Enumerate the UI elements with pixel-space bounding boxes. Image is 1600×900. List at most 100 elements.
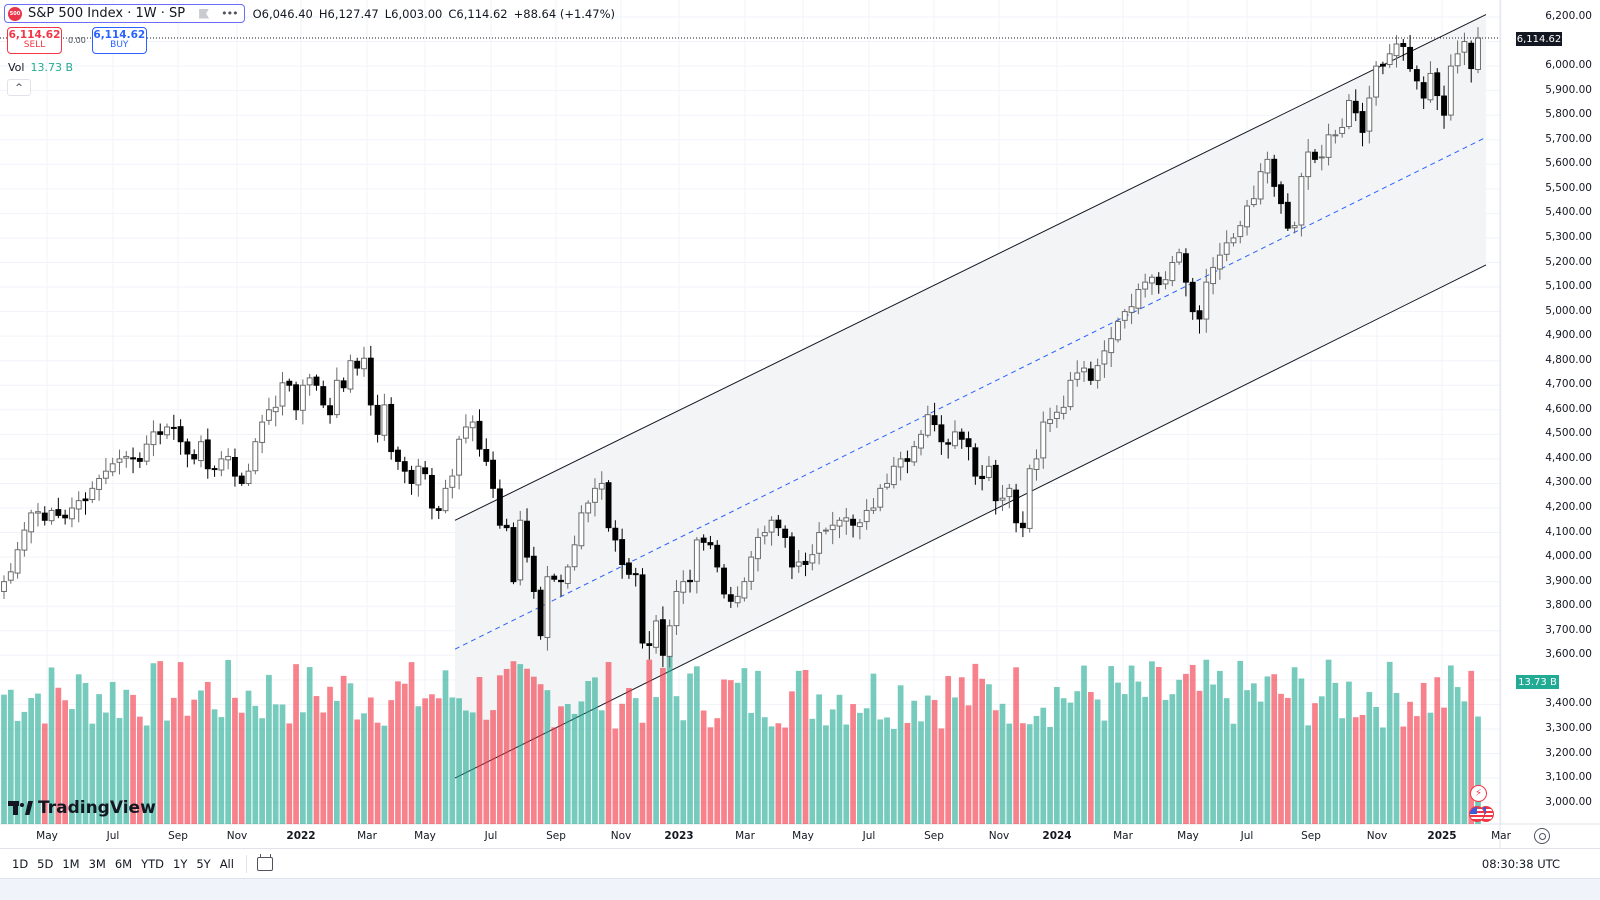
spread-value: 0.00 bbox=[68, 36, 86, 45]
settings-icon[interactable] bbox=[1534, 828, 1550, 844]
price-axis-label: 5,700.00 bbox=[1545, 132, 1592, 145]
volume-bars bbox=[1, 627, 1481, 824]
time-axis-label: Mar bbox=[735, 830, 755, 842]
price-axis-label: 4,400.00 bbox=[1545, 451, 1592, 464]
price-axis-label: 3,900.00 bbox=[1545, 574, 1592, 587]
price-axis-label: 3,300.00 bbox=[1545, 721, 1592, 734]
open-label: O bbox=[252, 6, 262, 21]
sell-price: 6,114.62 bbox=[8, 29, 61, 42]
close-value: C6,114.62 bbox=[448, 7, 507, 21]
price-axis-label: 5,100.00 bbox=[1545, 280, 1592, 293]
time-axis-label: Jul bbox=[106, 830, 120, 842]
low-value: L6,003.00 bbox=[385, 7, 443, 21]
time-axis-label: May bbox=[1177, 830, 1199, 842]
symbol-legend: 500 S&P 500 Index · 1W · SP ••• O6,046.4… bbox=[4, 4, 615, 23]
volume-label: Vol bbox=[8, 61, 25, 74]
time-axis[interactable]: May Jul Sep Nov 2022 Mar May Jul Sep Nov 2023 Mar Ma… bbox=[0, 826, 1600, 846]
range-button-1m[interactable]: 1M bbox=[62, 856, 80, 871]
time-axis-label: 2023 bbox=[664, 830, 694, 842]
current-price-tag: 6,114.62 bbox=[1516, 32, 1562, 46]
tradingview-mark-icon bbox=[8, 801, 34, 815]
go-to-date-icon[interactable] bbox=[256, 853, 273, 871]
close-label: C bbox=[448, 6, 457, 21]
sp500-logo-icon: 500 bbox=[8, 6, 22, 21]
range-button-1d[interactable]: 1D bbox=[12, 856, 29, 871]
price-axis-label: 6,200.00 bbox=[1545, 10, 1592, 22]
time-axis-label: Mar bbox=[357, 830, 377, 842]
time-axis-label: May bbox=[414, 830, 436, 842]
range-button-all[interactable]: All bbox=[219, 856, 234, 871]
collapse-legend-button[interactable]: ^ bbox=[7, 79, 31, 96]
time-axis-label: Sep bbox=[546, 830, 566, 842]
time-axis-label: Sep bbox=[1301, 830, 1321, 842]
flag-icon[interactable] bbox=[199, 8, 210, 19]
buy-label: BUY bbox=[110, 40, 129, 51]
price-axis-label: 5,000.00 bbox=[1545, 304, 1592, 317]
sell-label: SELL bbox=[23, 40, 46, 51]
low-label: L bbox=[384, 6, 392, 21]
utc-clock[interactable]: 08:30:38 UTC bbox=[1481, 856, 1560, 871]
price-axis-label: 3,600.00 bbox=[1545, 648, 1592, 661]
time-axis-label: Jul bbox=[862, 830, 876, 842]
range-button-6m[interactable]: 6M bbox=[114, 856, 133, 871]
more-options-icon[interactable]: ••• bbox=[221, 7, 238, 20]
bottom-panel-strip bbox=[0, 878, 1600, 900]
range-button-1y[interactable]: 1Y bbox=[173, 856, 188, 871]
sell-button[interactable]: 6,114.62 SELL bbox=[7, 27, 62, 54]
open-number: 6,046.40 bbox=[261, 6, 313, 21]
range-button-3m[interactable]: 3M bbox=[88, 856, 106, 871]
time-axis-label: 2024 bbox=[1042, 830, 1072, 842]
range-button-5d[interactable]: 5D bbox=[37, 856, 54, 871]
change-value: +88.64 (+1.47%) bbox=[513, 6, 615, 21]
price-axis-label: 5,500.00 bbox=[1545, 181, 1592, 194]
price-axis-label: 3,700.00 bbox=[1545, 623, 1592, 636]
time-axis-label: Nov bbox=[988, 830, 1010, 842]
us-flag-icon[interactable] bbox=[1469, 806, 1485, 822]
price-axis-label: 3,100.00 bbox=[1545, 771, 1592, 784]
buy-price: 6,114.62 bbox=[93, 29, 146, 42]
dividend-event-icon[interactable]: ⚡ bbox=[1470, 785, 1487, 802]
candlesticks bbox=[1, 27, 1481, 668]
time-axis-label: Nov bbox=[610, 830, 632, 842]
open-value: O6,046.40 bbox=[253, 7, 313, 21]
price-axis-label: 5,800.00 bbox=[1545, 108, 1592, 121]
price-axis-label: 4,100.00 bbox=[1545, 525, 1592, 538]
time-axis-label: 2022 bbox=[286, 830, 316, 842]
time-axis-label: Mar bbox=[1113, 830, 1133, 842]
time-axis-label: Sep bbox=[168, 830, 188, 842]
price-axis-label: 3,000.00 bbox=[1545, 795, 1592, 808]
volume-tag: 13.73 B bbox=[1516, 675, 1559, 689]
time-axis-label: Nov bbox=[226, 830, 248, 842]
price-axis-label: 5,400.00 bbox=[1545, 206, 1592, 219]
price-axis-label: 4,900.00 bbox=[1545, 329, 1592, 342]
time-axis-label: May bbox=[36, 830, 58, 842]
price-axis-label: 4,000.00 bbox=[1545, 550, 1592, 563]
buy-button[interactable]: 6,114.62 BUY bbox=[91, 27, 147, 54]
time-axis-label: May bbox=[792, 830, 814, 842]
symbol-selector[interactable]: 500 S&P 500 Index · 1W · SP ••• bbox=[4, 4, 245, 23]
tradingview-logo[interactable]: TradingView bbox=[8, 798, 156, 818]
price-axis-label: 3,800.00 bbox=[1545, 599, 1592, 612]
range-button-ytd[interactable]: YTD bbox=[141, 856, 164, 871]
time-axis-label: Nov bbox=[1366, 830, 1388, 842]
price-axis-label: 5,900.00 bbox=[1545, 83, 1592, 96]
price-axis-label: 4,500.00 bbox=[1545, 427, 1592, 440]
price-axis-label: 4,600.00 bbox=[1545, 402, 1592, 415]
price-axis-label: 5,300.00 bbox=[1545, 230, 1592, 243]
price-axis-label: 5,200.00 bbox=[1545, 255, 1592, 268]
high-label: H bbox=[318, 6, 328, 21]
price-axis-label: 4,800.00 bbox=[1545, 353, 1592, 366]
tradingview-logo-text: TradingView bbox=[38, 798, 156, 818]
toolbar-divider bbox=[245, 854, 247, 873]
high-number: 6,127.47 bbox=[327, 6, 379, 21]
time-axis-label: Sep bbox=[924, 830, 944, 842]
range-button-5y[interactable]: 5Y bbox=[196, 856, 211, 871]
price-axis-label: 4,200.00 bbox=[1545, 501, 1592, 513]
range-buttons: 1D 5D 1M 3M 6M YTD 1Y 5Y All bbox=[0, 857, 234, 871]
price-axis-label: 4,300.00 bbox=[1545, 476, 1592, 489]
volume-value: 13.73 B bbox=[30, 61, 74, 74]
time-axis-label: Mar bbox=[1491, 830, 1511, 842]
symbol-title: S&P 500 Index · 1W · SP bbox=[28, 6, 186, 21]
